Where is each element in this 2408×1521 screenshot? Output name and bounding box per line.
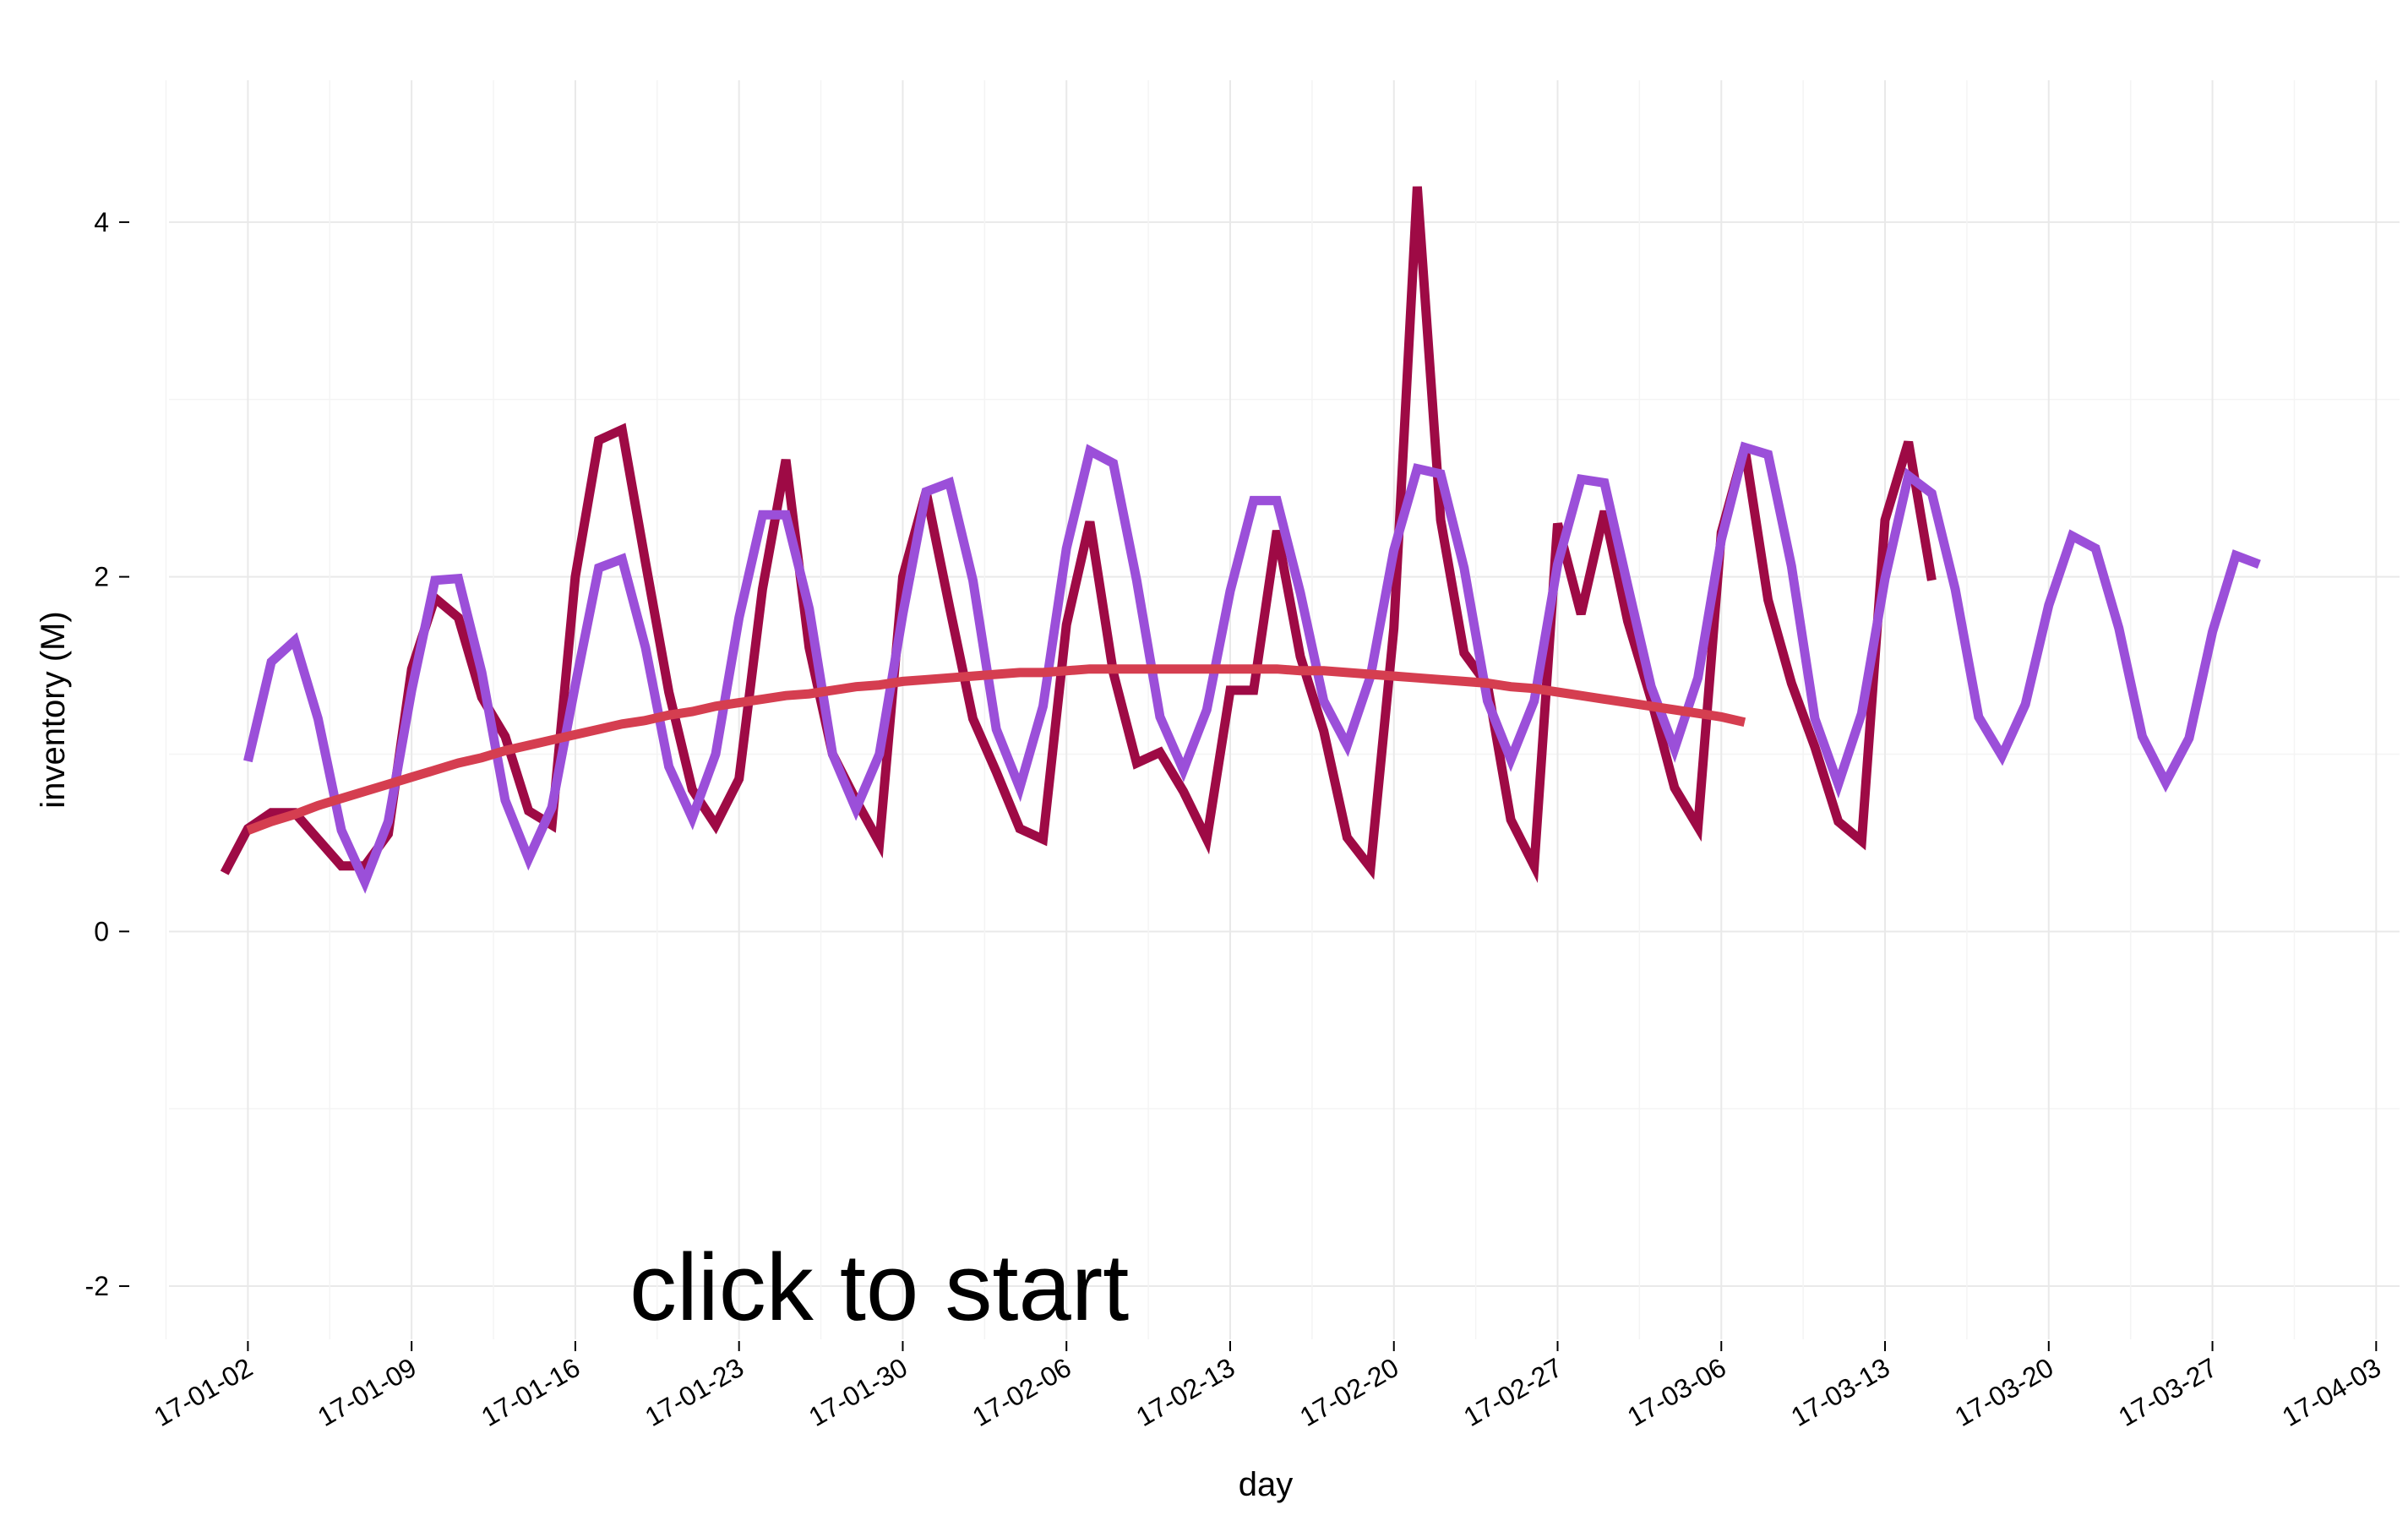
- y-tick-label: 2: [94, 562, 109, 592]
- x-tick-label: 17-02-20: [1294, 1352, 1403, 1432]
- x-axis-title: day: [1239, 1466, 1294, 1503]
- y-axis-title: inventory (M): [35, 611, 72, 808]
- x-tick-label: 17-01-23: [640, 1352, 749, 1432]
- x-tick-label: 17-03-27: [2113, 1352, 2222, 1432]
- series-line-3: [246, 664, 1746, 835]
- x-tick-label: 17-01-02: [149, 1352, 258, 1432]
- chart-series: [220, 186, 2261, 894]
- series-line-1: [220, 186, 1937, 883]
- series-line-2: [243, 441, 2261, 894]
- x-tick-label: 17-02-06: [967, 1352, 1076, 1432]
- x-tick-label: 17-03-13: [1786, 1352, 1895, 1432]
- chart-grid: [165, 80, 2400, 1339]
- x-tick-label: 17-03-06: [1622, 1352, 1731, 1432]
- click-to-start-label[interactable]: click to start: [629, 1235, 1129, 1340]
- chart-ticks: -2 0 2 4 17-01-02 17-01-09 17-01-16 17-01-23 17-…: [85, 207, 2386, 1432]
- y-tick-label: -2: [85, 1271, 109, 1301]
- x-tick-label: 17-01-16: [476, 1352, 585, 1432]
- x-tick-label: 17-01-09: [313, 1352, 422, 1432]
- y-tick-label: 4: [94, 207, 109, 237]
- x-tick-label: 17-02-27: [1458, 1352, 1567, 1432]
- x-tick-label: 17-01-30: [804, 1352, 913, 1432]
- x-tick-label: 17-03-20: [1949, 1352, 2058, 1432]
- y-tick-label: 0: [94, 916, 109, 946]
- x-tick-label: 17-02-13: [1131, 1352, 1240, 1432]
- x-tick-label: 17-04-03: [2277, 1352, 2386, 1432]
